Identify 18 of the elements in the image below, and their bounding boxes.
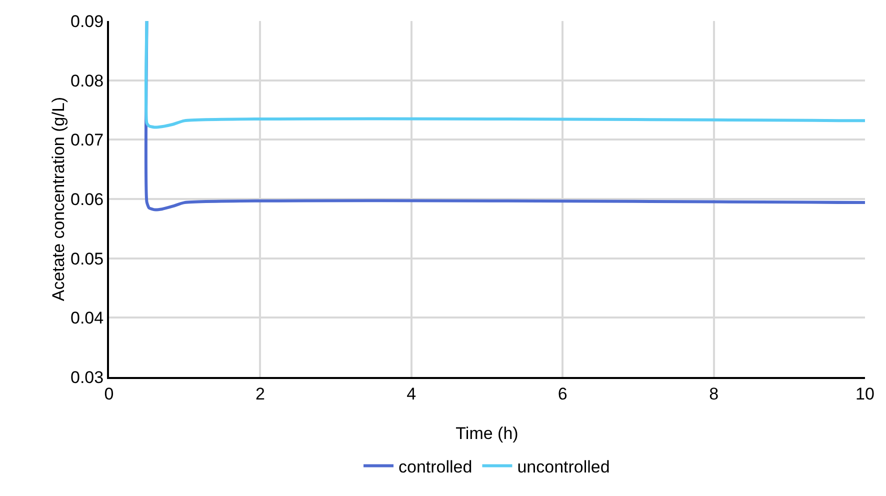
y-tick-label: 0.06 <box>70 190 104 209</box>
x-tick-label: 0 <box>104 384 114 404</box>
y-tick-label: 0.03 <box>70 368 104 387</box>
x-tick-label: 10 <box>856 384 874 404</box>
y-tick-label: 0.05 <box>70 249 104 268</box>
x-tick-label: 8 <box>709 384 719 404</box>
legend-label: controlled <box>398 457 472 476</box>
x-tick-label: 4 <box>406 384 416 404</box>
x-tick-label: 6 <box>558 384 568 404</box>
x-axis-title: Time (h) <box>456 424 518 443</box>
y-tick-label: 0.09 <box>70 12 104 31</box>
y-tick-label: 0.08 <box>70 71 104 90</box>
y-tick-label: 0.07 <box>70 130 104 150</box>
y-tick-label: 0.04 <box>70 308 104 328</box>
x-tick-label: 2 <box>255 384 265 404</box>
line-series <box>144 21 865 129</box>
legend-label: uncontrolled <box>517 457 610 476</box>
y-axis-title: Acetate concentration (g/L) <box>49 96 68 302</box>
